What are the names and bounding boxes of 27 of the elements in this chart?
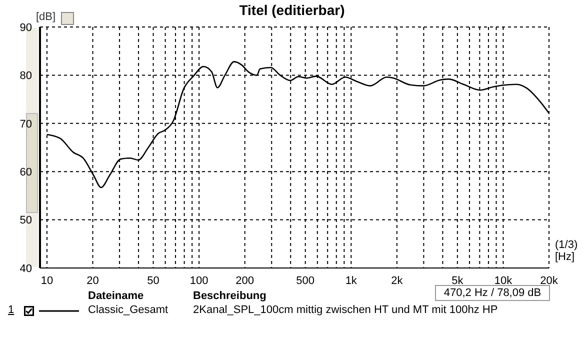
y-tick-label: 50 bbox=[20, 214, 32, 227]
y-tick-label: 40 bbox=[20, 262, 32, 275]
x-tick-label: 10 bbox=[40, 274, 54, 287]
x-tick-label: 20k bbox=[540, 274, 558, 287]
x-tick-label: 20 bbox=[86, 274, 99, 287]
y-tick-label: 60 bbox=[20, 166, 32, 179]
text: 470,2 Hz / 78,09 dB bbox=[435, 285, 550, 301]
chart-title: Titel (editierbar) bbox=[239, 2, 345, 18]
x-tick-label: 2k bbox=[391, 274, 404, 287]
text: (1/3) bbox=[555, 239, 578, 251]
x-tick-label: 5k bbox=[452, 274, 464, 287]
y-tick-label: 80 bbox=[20, 70, 32, 82]
x-axis-title: [Hz] bbox=[555, 251, 576, 263]
text: 1 bbox=[8, 304, 14, 316]
legend-label: Classic_Gesamt bbox=[88, 304, 168, 316]
y-tick-label: 90 bbox=[20, 22, 32, 34]
text: Beschreibung bbox=[193, 290, 266, 302]
x-tick-label: 1k bbox=[345, 274, 358, 287]
legend-title: Dateiname bbox=[88, 290, 144, 302]
x-tick-label: 10k bbox=[494, 274, 513, 287]
text: 2Kanal_SPL_100cm mittig zwischen HT und MT mit 100hz HP bbox=[193, 304, 498, 316]
x-tick-label: 200 bbox=[236, 274, 254, 287]
x-tick-label: 50 bbox=[147, 274, 160, 287]
y-axis-title: [dB] bbox=[36, 11, 56, 23]
x-tick-label: 500 bbox=[296, 274, 315, 287]
x-tick-label: 100 bbox=[190, 274, 208, 287]
y-tick-label: 70 bbox=[20, 118, 32, 130]
